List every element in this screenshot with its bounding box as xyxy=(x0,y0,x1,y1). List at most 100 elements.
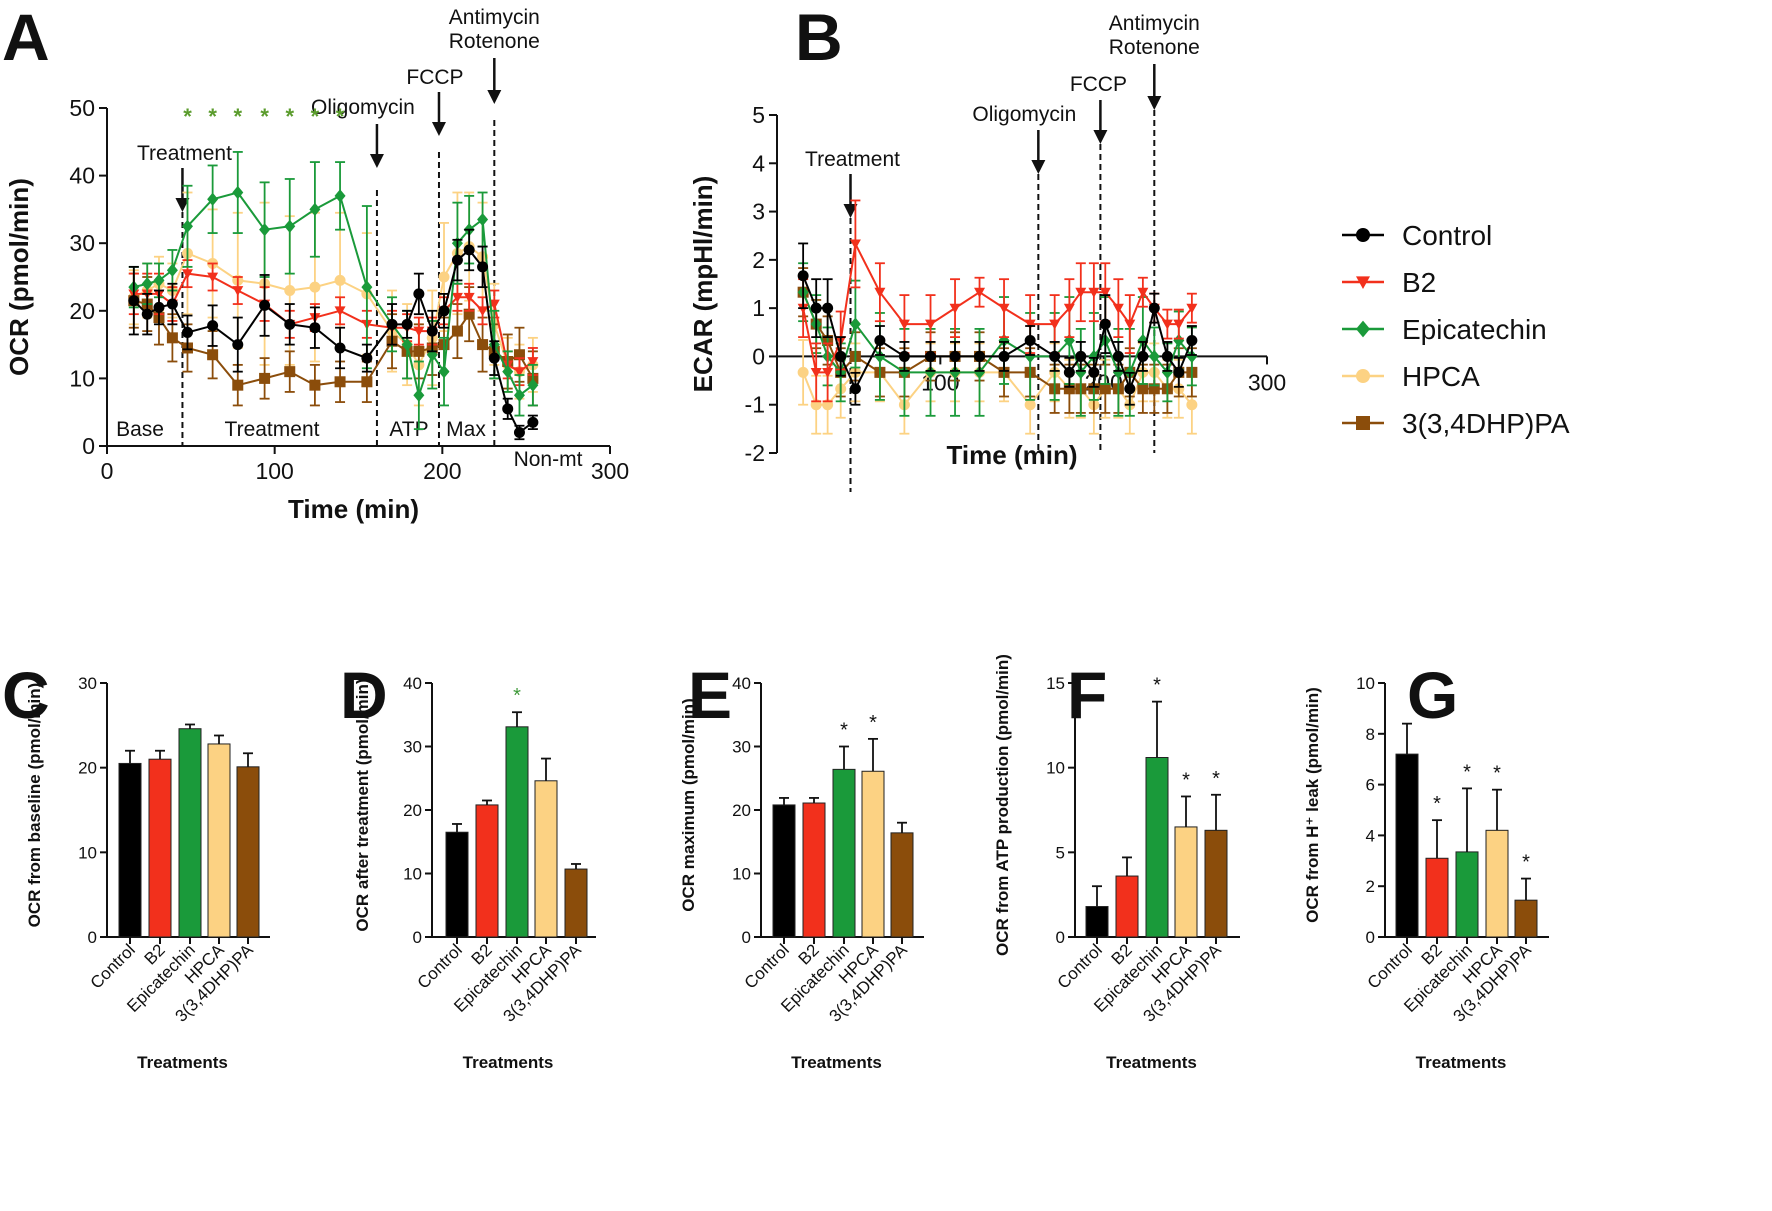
data-point xyxy=(401,338,413,352)
data-point xyxy=(1161,350,1173,362)
data-point xyxy=(413,326,425,337)
y-tick-label: 8 xyxy=(1366,725,1375,744)
panel-letter-g: G xyxy=(1407,658,1458,732)
x-tick-label: 200 xyxy=(423,458,461,484)
data-point xyxy=(1124,319,1136,330)
data-point xyxy=(181,219,193,233)
legend-label: Control xyxy=(1402,220,1492,251)
y-tick-label: 5 xyxy=(1056,843,1065,862)
data-point xyxy=(925,350,937,362)
data-point xyxy=(232,185,244,200)
y-tick-label: 20 xyxy=(78,759,97,778)
data-point xyxy=(822,367,834,378)
data-point xyxy=(259,299,271,311)
legend-label: HPCA xyxy=(1402,361,1480,392)
data-point xyxy=(502,365,514,379)
bar xyxy=(861,770,885,938)
y-tick-label: 6 xyxy=(1366,776,1375,795)
y-axis-title: OCR after treatment (pmol/min) xyxy=(353,678,372,931)
bar xyxy=(236,766,260,938)
data-point xyxy=(1049,319,1061,330)
injection-label-rotenone: Rotenone xyxy=(449,30,540,53)
data-point xyxy=(1099,383,1111,395)
injection-label-antimycin: Antimycin xyxy=(449,6,540,29)
significance-star: * xyxy=(233,104,242,129)
phase-label: Max xyxy=(446,418,486,441)
arrow-treatment-head xyxy=(175,198,190,212)
panel-letter-d: D xyxy=(340,658,388,732)
series-line xyxy=(802,275,1193,392)
data-point xyxy=(166,332,178,344)
arrow-antimycin-rotenone-head xyxy=(1147,96,1162,110)
y-tick-label: 2 xyxy=(752,247,765,273)
data-point xyxy=(1148,349,1160,364)
y-tick-label: 5 xyxy=(752,102,765,128)
data-point xyxy=(513,388,525,402)
y-tick-label: 10 xyxy=(403,865,422,884)
data-point xyxy=(998,350,1010,362)
data-point xyxy=(1088,366,1100,378)
category-label: Control xyxy=(87,940,139,992)
data-point xyxy=(413,288,425,300)
significance-star: * xyxy=(1522,852,1530,874)
data-point xyxy=(477,339,489,351)
y-tick-label: 3 xyxy=(752,199,765,225)
data-point xyxy=(181,269,193,280)
data-point xyxy=(810,302,822,314)
bar xyxy=(1174,826,1198,938)
data-point xyxy=(1024,319,1036,330)
data-point xyxy=(1137,383,1149,395)
data-point xyxy=(949,303,961,314)
data-point xyxy=(1137,350,1149,362)
bar xyxy=(1085,906,1109,938)
data-point xyxy=(849,317,861,331)
category-label: Control xyxy=(1364,940,1416,992)
data-point xyxy=(822,302,834,314)
y-tick-label: 2 xyxy=(1366,877,1375,896)
data-point xyxy=(874,334,886,346)
y-tick-label: 10 xyxy=(1356,674,1375,693)
data-point xyxy=(413,388,425,402)
legend-marker xyxy=(1356,276,1370,289)
data-point xyxy=(463,244,475,256)
data-point xyxy=(451,325,463,337)
data-point xyxy=(438,271,450,283)
phase-label: Base xyxy=(116,418,164,441)
y-tick-label: 20 xyxy=(732,801,751,820)
data-point xyxy=(463,308,475,320)
y-tick-label: 10 xyxy=(69,365,95,391)
legend-marker xyxy=(1356,228,1370,242)
y-tick-label: 0 xyxy=(742,928,751,947)
data-point xyxy=(477,212,489,227)
data-point xyxy=(207,320,219,332)
arrow-fccp-head xyxy=(431,122,446,136)
data-point xyxy=(1075,365,1087,379)
data-point xyxy=(1049,350,1061,362)
legend-marker xyxy=(1356,416,1370,430)
x-tick-label: 0 xyxy=(101,458,114,484)
bar xyxy=(1455,851,1479,938)
data-point xyxy=(401,318,413,330)
data-point xyxy=(1063,383,1075,395)
bar xyxy=(564,868,588,938)
data-point xyxy=(334,306,346,317)
category-label: Control xyxy=(741,940,793,992)
series-334dhppa xyxy=(128,272,539,407)
data-point xyxy=(451,254,463,266)
data-point xyxy=(1186,303,1198,314)
data-point xyxy=(1173,319,1185,330)
data-point xyxy=(309,202,321,216)
data-point xyxy=(1075,287,1087,298)
injection-label-rotenone: Rotenone xyxy=(1109,36,1200,59)
arrow-treatment-head xyxy=(843,204,858,218)
legend-item: 3(3,4DHP)PA xyxy=(1342,408,1570,439)
y-tick-label: 0 xyxy=(1056,928,1065,947)
series-control xyxy=(128,228,539,441)
bar xyxy=(832,768,856,938)
data-point xyxy=(284,285,296,297)
y-axis-title: OCR from ATP production (pmol/min) xyxy=(993,654,1012,956)
y-tick-label: 4 xyxy=(752,150,765,176)
